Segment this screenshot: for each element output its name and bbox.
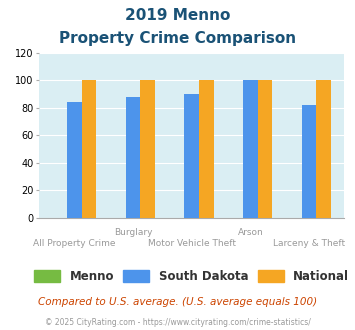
Text: Arson: Arson <box>237 228 263 237</box>
Text: Compared to U.S. average. (U.S. average equals 100): Compared to U.S. average. (U.S. average … <box>38 297 317 307</box>
Bar <box>258 80 272 218</box>
Text: Burglary: Burglary <box>114 228 152 237</box>
Text: Motor Vehicle Theft: Motor Vehicle Theft <box>148 239 236 248</box>
Bar <box>67 102 82 218</box>
Bar <box>199 80 214 218</box>
Text: All Property Crime: All Property Crime <box>33 239 115 248</box>
Bar <box>140 80 155 218</box>
Bar <box>184 94 199 218</box>
Text: Property Crime Comparison: Property Crime Comparison <box>59 31 296 46</box>
Legend: Menno, South Dakota, National: Menno, South Dakota, National <box>29 265 354 288</box>
Bar <box>82 80 96 218</box>
Bar <box>243 80 258 218</box>
Text: Larceny & Theft: Larceny & Theft <box>273 239 345 248</box>
Bar <box>316 80 331 218</box>
Text: 2019 Menno: 2019 Menno <box>125 8 230 23</box>
Text: © 2025 CityRating.com - https://www.cityrating.com/crime-statistics/: © 2025 CityRating.com - https://www.city… <box>45 318 310 327</box>
Bar <box>126 97 140 218</box>
Bar <box>302 105 316 218</box>
